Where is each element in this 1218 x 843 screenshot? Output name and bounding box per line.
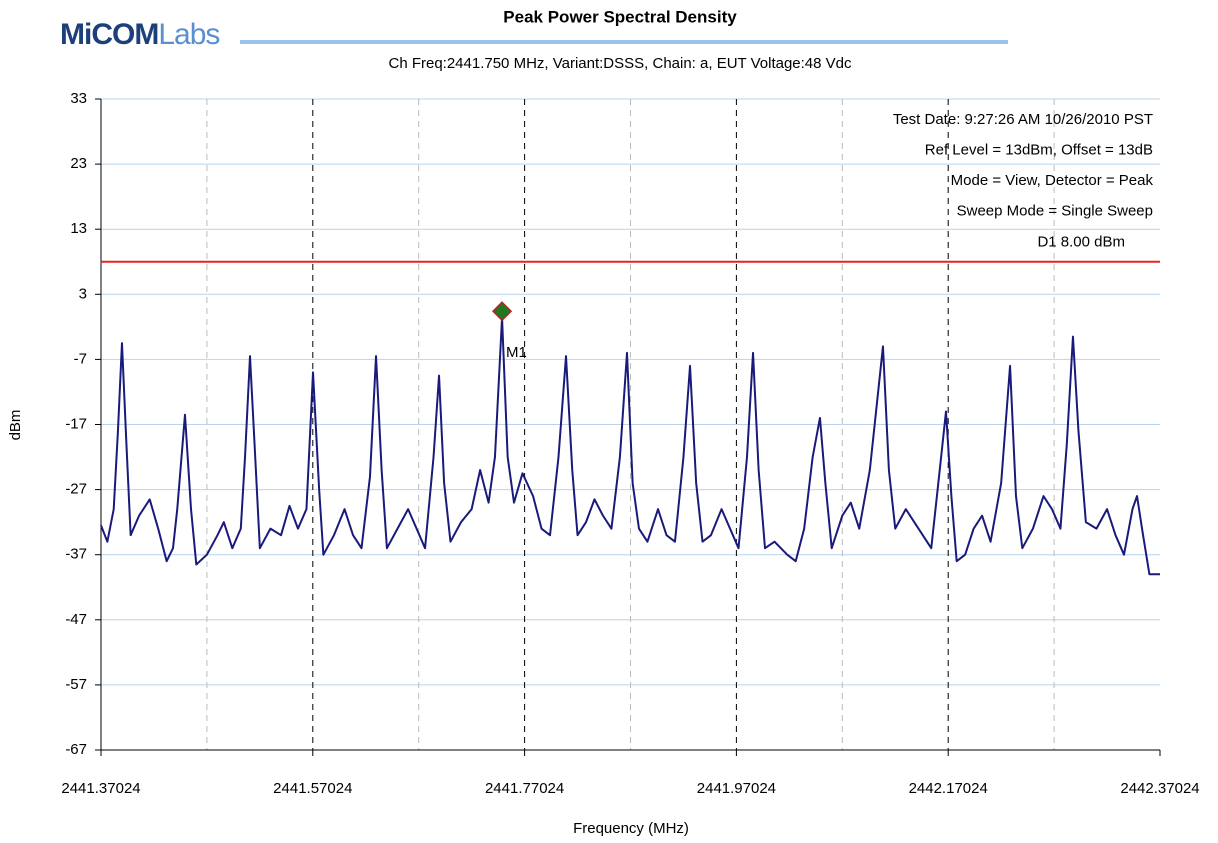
marker bbox=[491, 301, 513, 322]
chart-subtitle: Ch Freq:2441.750 MHz, Variant:DSSS, Chai… bbox=[388, 55, 852, 72]
y-tick-label: -7 bbox=[74, 350, 87, 367]
y-tick-label: -57 bbox=[65, 676, 87, 693]
annotation: Test Date: 9:27:26 AM 10/26/2010 PST bbox=[893, 111, 1153, 128]
x-tick-label: 2442.37024 bbox=[1120, 780, 1199, 797]
x-tick-label: 2441.57024 bbox=[273, 780, 352, 797]
annotation: Sweep Mode = Single Sweep bbox=[957, 202, 1153, 219]
x-tick-label: 2441.97024 bbox=[697, 780, 776, 797]
trace-line bbox=[100, 316, 1160, 576]
logo-main: MiCOM bbox=[60, 18, 158, 51]
y-tick-label: -27 bbox=[65, 481, 87, 498]
logo: MiCOMLabs bbox=[60, 18, 219, 51]
x-tick-label: 2441.37024 bbox=[61, 780, 140, 797]
marker-label: M1 bbox=[506, 344, 527, 361]
chart-title: Peak Power Spectral Density bbox=[503, 7, 737, 26]
annotation: Mode = View, Detector = Peak bbox=[951, 172, 1154, 189]
y-tick-label: 33 bbox=[70, 90, 87, 107]
logo-suffix: Labs bbox=[158, 18, 219, 51]
x-tick-label: 2441.77024 bbox=[485, 780, 564, 797]
y-tick-label: 13 bbox=[70, 220, 87, 237]
y-tick-label: -47 bbox=[65, 611, 87, 628]
x-tick-label: 2442.17024 bbox=[909, 780, 988, 797]
annotation: Ref Level = 13dBm, Offset = 13dB bbox=[925, 141, 1153, 158]
y-tick-label: -67 bbox=[65, 741, 87, 758]
y-tick-label: 23 bbox=[70, 155, 87, 172]
limit-label: D1 8.00 dBm bbox=[1037, 234, 1125, 251]
x-axis-label: Frequency (MHz) bbox=[573, 820, 689, 837]
y-axis-label: dBm bbox=[7, 410, 24, 441]
y-tick-label: -37 bbox=[65, 546, 87, 563]
y-tick-label: 3 bbox=[79, 285, 87, 302]
y-tick-label: -17 bbox=[65, 415, 87, 432]
